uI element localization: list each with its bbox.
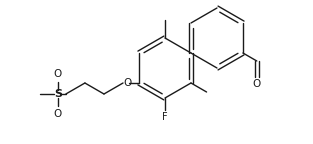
- Text: S: S: [54, 89, 62, 99]
- Text: O: O: [253, 79, 261, 89]
- Text: F: F: [162, 112, 168, 122]
- Text: O: O: [54, 109, 62, 119]
- Text: O: O: [54, 69, 62, 79]
- Text: O: O: [123, 78, 131, 88]
